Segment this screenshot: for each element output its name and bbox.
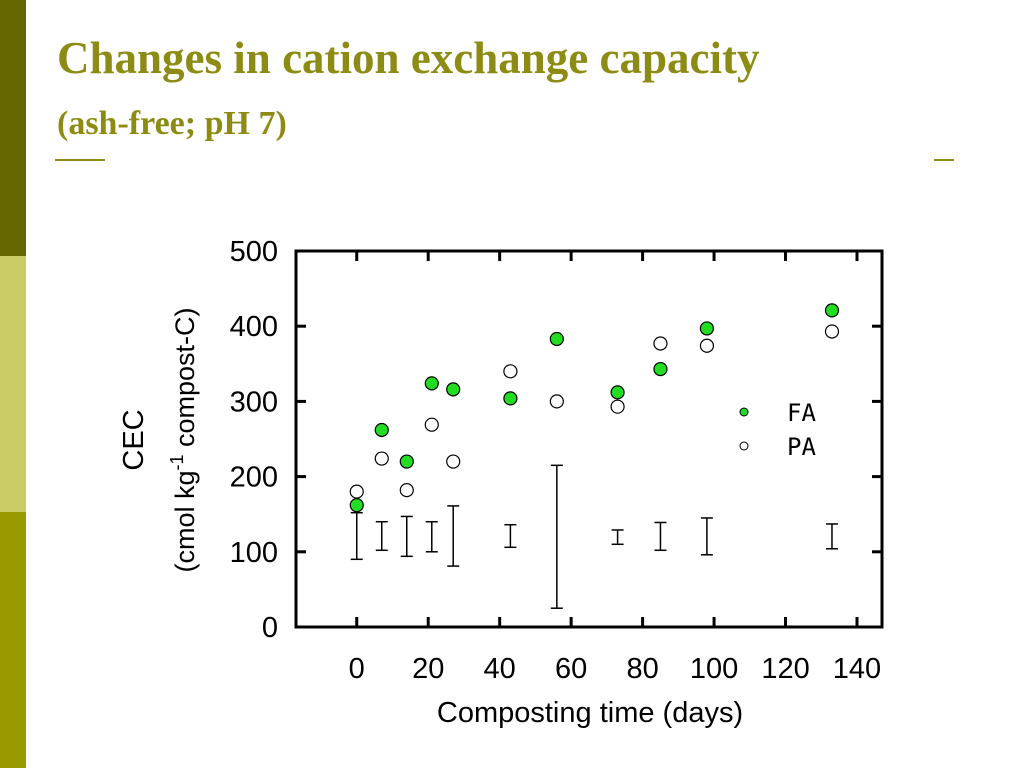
y-unit-sup: -1: [167, 455, 187, 471]
error-bar: [550, 464, 563, 609]
y-tick-labels: 0 100 200 300 400 500: [230, 236, 278, 644]
pa-point: [374, 451, 389, 466]
data-points: [349, 303, 840, 513]
fa-point: [349, 498, 364, 513]
fa-point: [424, 376, 439, 391]
legend-marker-fa: [739, 407, 749, 417]
y-tick-label: 400: [230, 311, 278, 343]
fa-point: [503, 391, 518, 406]
x-tick-label: 120: [761, 653, 809, 685]
y-unit-pre: (cmol kg: [170, 471, 200, 573]
fa-point: [549, 331, 564, 347]
x-tick-label: 20: [412, 653, 444, 685]
error-bar: [611, 529, 624, 546]
y-tick-label: 200: [230, 462, 278, 494]
pa-point: [503, 364, 518, 379]
fa-point: [824, 303, 840, 318]
plot-frame: [294, 249, 884, 629]
axis-ticks: [296, 249, 882, 629]
x-tick-label: 0: [349, 653, 365, 685]
decorative-bar-bottom: [0, 512, 26, 768]
y-unit-post: compost-C): [170, 307, 200, 454]
error-bar: [375, 520, 388, 552]
legend-label-pa: PA: [787, 433, 816, 461]
legend-label-fa: FA: [787, 399, 816, 427]
pa-point: [610, 399, 625, 414]
error-bar: [425, 520, 438, 553]
slide-title: Changes in cation exchange capacity: [57, 33, 760, 83]
x-tick-label: 100: [690, 653, 738, 685]
pa-point: [653, 336, 668, 351]
error-bar: [447, 505, 460, 567]
fa-point: [446, 382, 461, 397]
error-bar: [350, 511, 363, 561]
y-tick-label: 0: [262, 612, 278, 644]
x-tick-labels: 0 20 40 60 80 100 120 140: [349, 653, 882, 685]
fa-point: [374, 422, 389, 438]
error-bars: [350, 464, 838, 609]
y-tick-label: 100: [230, 537, 278, 569]
legend-marker-pa: [739, 441, 749, 451]
error-bar: [400, 515, 413, 558]
decorative-bar-middle: [0, 256, 26, 512]
fa-point: [653, 361, 668, 377]
pa-point: [424, 417, 439, 432]
slide-subtitle: (ash-free; pH 7): [57, 105, 287, 142]
fa-point: [610, 385, 625, 400]
error-bar: [654, 521, 667, 552]
decorative-bar-top: [0, 0, 26, 256]
error-bar: [825, 523, 838, 550]
x-axis-label: Composting time (days): [437, 697, 743, 729]
fa-point: [399, 454, 414, 469]
title-rule-left: [55, 159, 105, 161]
pa-point: [549, 394, 564, 409]
error-bar: [504, 523, 517, 549]
fa-point: [699, 321, 715, 336]
x-tick-label: 140: [833, 653, 881, 685]
pa-point: [399, 483, 414, 498]
x-tick-label: 80: [626, 653, 658, 685]
y-tick-label: 500: [230, 236, 278, 268]
y-axis-label: CEC: [118, 409, 150, 470]
x-tick-label: 40: [484, 653, 516, 685]
title-rule-right: [934, 159, 954, 161]
pa-point: [349, 484, 364, 499]
pa-point: [824, 324, 840, 339]
y-axis-unit-label: (cmol kg-1 compost-C): [167, 307, 200, 572]
y-tick-label: 300: [230, 386, 278, 418]
pa-point: [699, 338, 715, 353]
pa-point: [446, 454, 461, 469]
x-tick-label: 60: [555, 653, 587, 685]
legend: FA PA: [739, 399, 816, 461]
error-bar: [700, 517, 713, 556]
